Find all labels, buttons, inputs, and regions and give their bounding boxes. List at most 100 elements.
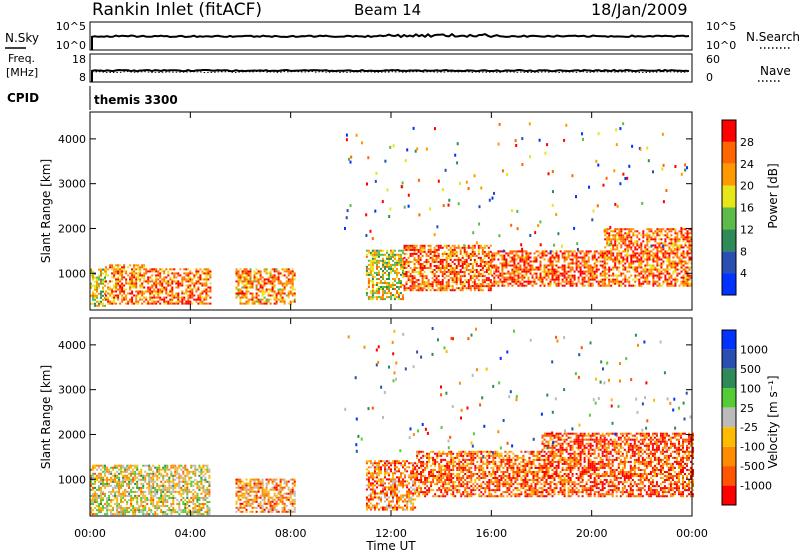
heatmap-cell [373,261,376,264]
heatmap-cell [529,155,532,159]
heatmap-cell [587,266,590,269]
heatmap-cell [173,302,176,305]
heatmap-cell [686,234,689,237]
heatmap-cell [98,480,101,483]
heatmap-cell [628,280,631,283]
heatmap-cell [435,256,438,259]
heatmap-cell [153,288,156,291]
heatmap-cell [614,264,617,267]
heatmap-cell [390,253,393,256]
heatmap-cell [111,296,114,299]
heatmap-cell [419,275,422,278]
heatmap-cell [411,279,414,282]
heatmap-cell [447,254,450,257]
heatmap-cell [159,288,162,291]
heatmap-cell [112,474,115,477]
heatmap-cell [477,244,480,247]
heatmap-cell [172,486,175,489]
heatmap-cell [241,494,244,497]
heatmap-cell [111,290,114,293]
heatmap-cell [654,266,657,269]
heatmap-cell [547,258,550,261]
heatmap-cell [148,513,151,516]
heatmap-cell [618,280,621,283]
heatmap-cell [547,172,550,176]
heatmap-cell [616,266,619,269]
heatmap-cell [614,244,617,247]
heatmap-cell [102,480,105,483]
heatmap-cell [267,282,270,285]
heatmap-cell [259,270,262,273]
heatmap-cell [593,252,596,255]
heatmap-cell [668,268,671,271]
heatmap-cell [662,262,665,265]
heatmap-cell [467,246,470,249]
heatmap-cell [688,256,691,259]
heatmap-cell [604,234,607,237]
heatmap-cell [155,292,158,295]
heatmap-cell [583,254,586,257]
heatmap-cell [142,492,145,495]
heatmap-cell [427,287,430,290]
heatmap-cell [189,302,192,305]
heatmap-cell [267,490,270,493]
heatmap-cell [291,502,294,505]
heatmap-cell [289,300,292,303]
heatmap-cell [543,250,546,253]
heatmap-cell [407,248,410,251]
heatmap-cell [493,282,496,285]
heatmap-cell [435,250,438,253]
colorbar-segment [722,229,736,252]
heatmap-cell [563,258,566,261]
heatmap-cell [98,292,101,295]
heatmap-cell [124,513,127,516]
heatmap-cell [510,223,513,227]
heatmap-cell [291,270,294,273]
heatmap-cell [525,284,528,287]
heatmap-cell [604,278,607,281]
heatmap-cell [245,502,248,505]
heatmap-cell [98,286,101,289]
heatmap-cell [170,484,173,487]
heatmap-cell [449,265,452,268]
heatmap-cell [109,280,112,283]
heatmap-cell [142,507,145,510]
heatmap-cell [662,280,665,283]
heatmap-cell [501,262,504,265]
heatmap-cell [116,499,119,502]
heatmap-cell [371,496,374,499]
heatmap-cell [371,249,374,252]
heatmap-cell [680,244,683,247]
heatmap-cell [688,232,691,235]
heatmap-cell [525,280,528,283]
heatmap-cell [195,280,198,283]
heatmap-cell [513,260,516,263]
heatmap-cell [94,507,97,510]
heatmap-cell [237,270,240,273]
heatmap-cell [174,464,177,467]
heatmap-cell [172,503,175,506]
heatmap-cell [400,253,403,256]
heatmap-cell [459,287,462,290]
heatmap-cell [388,259,391,262]
heatmap-cell [192,470,195,473]
heatmap-cell [291,278,294,281]
heatmap-cell [525,260,528,263]
heatmap-cell [409,244,412,247]
heatmap-cell [119,284,122,287]
heatmap-cell [473,273,476,276]
heatmap-cell [427,254,430,257]
heatmap-cell [684,268,687,271]
heatmap-cell [371,488,374,491]
heatmap-cell [477,289,480,292]
heatmap-cell [555,278,558,281]
heatmap-cell [612,246,615,249]
heatmap-cell [247,494,250,497]
heatmap-cell [640,256,643,259]
heatmap-cell [148,507,151,510]
heatmap-cell [614,248,617,251]
heatmap-cell [421,289,424,292]
heatmap-cell [263,508,266,511]
heatmap-cell [105,274,108,277]
heatmap-cell [184,488,187,491]
